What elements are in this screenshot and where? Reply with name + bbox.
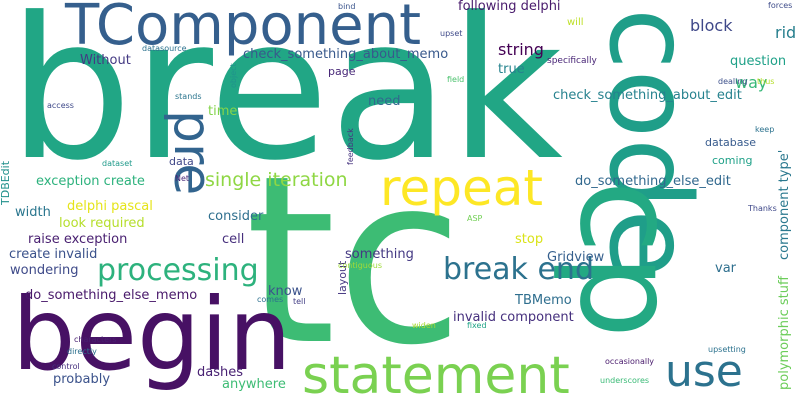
- word: wondering: [10, 263, 79, 278]
- word: page: [328, 65, 356, 78]
- word: specifically: [547, 56, 597, 66]
- word: processing: [97, 253, 259, 288]
- word: forces: [768, 1, 793, 10]
- word: look required: [59, 216, 145, 231]
- word: component type': [777, 149, 792, 260]
- word: TBMemo: [515, 293, 572, 308]
- word: way: [735, 73, 768, 92]
- word: invalid component: [453, 310, 574, 325]
- word: Thanks: [748, 204, 777, 213]
- word: need: [368, 94, 401, 109]
- word: control: [52, 362, 80, 371]
- word: datasource: [142, 44, 187, 53]
- word: contiguous: [338, 261, 383, 270]
- word: check_something_about_memo: [243, 47, 449, 62]
- word: single iteration: [205, 169, 348, 191]
- word: comes: [257, 295, 284, 304]
- word: coming: [712, 154, 753, 167]
- word: string: [498, 40, 544, 59]
- word: dashes: [197, 365, 244, 380]
- word: upset: [440, 29, 463, 38]
- word: object: [229, 63, 238, 88]
- word: Without: [80, 53, 131, 68]
- word: width: [15, 205, 51, 220]
- word: anywhere: [222, 377, 286, 392]
- word: polymorphic stuff: [777, 276, 792, 390]
- word: check_something_about_edit: [553, 88, 742, 103]
- word: break: [8, 0, 563, 204]
- word: exception create: [36, 174, 145, 189]
- word: create invalid: [9, 247, 98, 262]
- word: bind: [338, 2, 356, 11]
- word: Net: [175, 174, 190, 183]
- word: fixed: [467, 321, 487, 330]
- word: will: [567, 17, 584, 28]
- word: database: [705, 136, 756, 149]
- word: do_something_else_memo: [25, 288, 198, 303]
- word: Gridview: [547, 250, 605, 265]
- word: thus: [757, 77, 775, 86]
- word: data: [169, 155, 194, 168]
- word: break end: [443, 252, 594, 287]
- word: keep: [755, 125, 775, 134]
- word: tell: [293, 297, 306, 306]
- word: do_something_else_edit: [575, 174, 731, 189]
- word: time: [208, 104, 238, 119]
- word: repeat: [380, 159, 543, 217]
- word: question: [730, 54, 787, 69]
- word: block: [690, 16, 733, 35]
- word: TDBEdit: [0, 160, 12, 205]
- word: raise exception: [28, 232, 128, 247]
- word: true: [498, 62, 525, 77]
- word: characters: [74, 335, 117, 344]
- word: rid: [775, 23, 797, 42]
- word: dataset: [102, 159, 133, 168]
- word: widen: [412, 321, 436, 330]
- word: upsetting: [708, 345, 746, 354]
- word: field: [447, 75, 465, 84]
- word: ASP: [467, 214, 483, 223]
- word: use: [665, 346, 743, 397]
- word: var: [715, 261, 737, 276]
- word: occasionally: [605, 357, 655, 366]
- word: tc: [245, 126, 464, 396]
- word: directly: [67, 347, 97, 356]
- word: TComponent: [65, 0, 422, 58]
- word: underscores: [600, 376, 650, 385]
- word: access: [47, 101, 74, 110]
- word: cell: [222, 232, 245, 247]
- word: begin: [12, 276, 292, 393]
- word: statement: [302, 346, 570, 400]
- word: stop: [515, 232, 544, 247]
- word: feedback: [346, 128, 355, 165]
- word: stands: [175, 92, 202, 101]
- word: dealing: [718, 77, 748, 86]
- word: probably: [53, 372, 111, 387]
- word: delphi pascal: [67, 199, 153, 214]
- word: something: [345, 247, 414, 262]
- word: consider: [208, 209, 264, 224]
- word: know: [268, 284, 303, 299]
- word: following delphi: [458, 0, 561, 14]
